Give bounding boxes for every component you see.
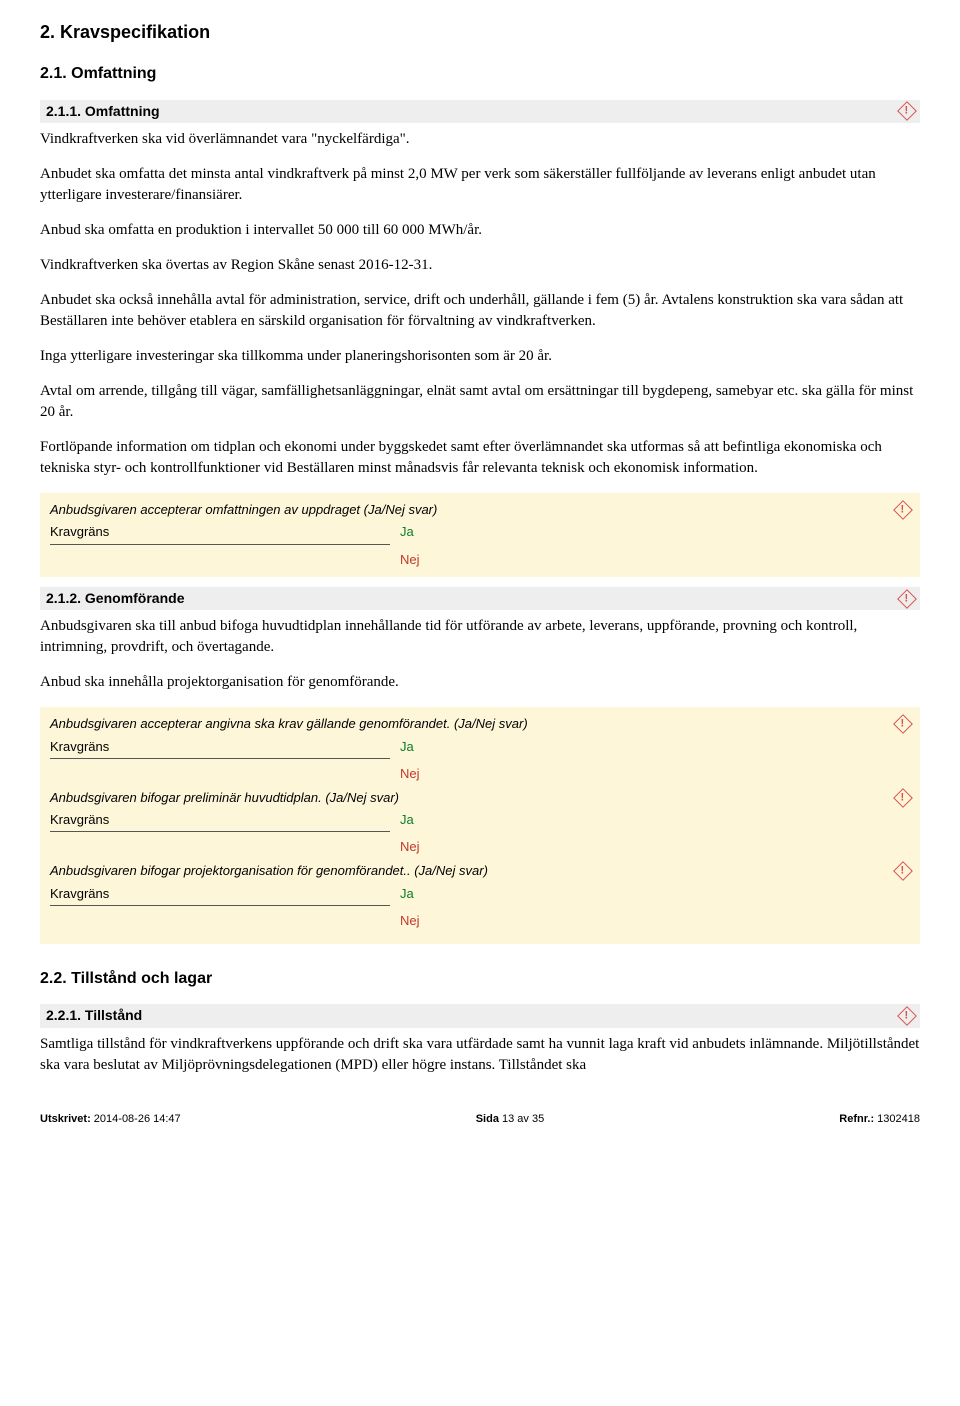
- section-body-221: Samtliga tillstånd för vindkraftverkens …: [40, 1034, 920, 1076]
- alert-icon: [897, 101, 917, 121]
- requirement-question: Anbudsgivaren accepterar angivna ska kra…: [50, 715, 910, 733]
- requirement-row: Kravgräns Ja: [50, 738, 910, 759]
- requirement-block: Anbudsgivaren bifogar preliminär huvudti…: [50, 789, 910, 857]
- answer-ja: Ja: [400, 811, 414, 829]
- paragraph: Fortlöpande information om tidplan och e…: [40, 437, 920, 479]
- paragraph: Anbud ska innehålla projektorganisation …: [40, 672, 920, 693]
- section-bar-221: 2.2.1. Tillstånd: [40, 1004, 920, 1028]
- heading-kravspec: 2. Kravspecifikation: [40, 20, 920, 45]
- paragraph: Anbudet ska omfatta det minsta antal vin…: [40, 164, 920, 206]
- paragraph: Vindkraftverken ska vid överlämnandet va…: [40, 129, 920, 150]
- paragraph: Samtliga tillstånd för vindkraftverkens …: [40, 1034, 920, 1076]
- answer-nej: Nej: [400, 545, 910, 569]
- requirement-block: Anbudsgivaren bifogar projektorganisatio…: [50, 862, 910, 930]
- answer-ja: Ja: [400, 523, 414, 541]
- requirement-row: Kravgräns Ja: [50, 523, 910, 544]
- heading-omfattning: 2.1. Omfattning: [40, 63, 920, 85]
- requirement-block: Anbudsgivaren accepterar angivna ska kra…: [50, 715, 910, 783]
- paragraph: Anbudsgivaren ska till anbud bifoga huvu…: [40, 616, 920, 658]
- footer-printed: Utskrivet: 2014-08-26 14:47: [40, 1112, 181, 1127]
- requirement-box-212: Anbudsgivaren accepterar angivna ska kra…: [40, 707, 920, 944]
- paragraph: Vindkraftverken ska övertas av Region Sk…: [40, 255, 920, 276]
- requirement-question: Anbudsgivaren bifogar projektorganisatio…: [50, 862, 910, 880]
- alert-icon: [897, 589, 917, 609]
- kravgrans-label: Kravgräns: [50, 885, 390, 906]
- requirement-row: Kravgräns Ja: [50, 811, 910, 832]
- kravgrans-label: Kravgräns: [50, 523, 390, 544]
- answer-ja: Ja: [400, 885, 414, 903]
- section-body-211: Vindkraftverken ska vid överlämnandet va…: [40, 129, 920, 479]
- answer-nej: Nej: [400, 906, 910, 930]
- requirement-box-211: Anbudsgivaren accepterar omfattningen av…: [40, 493, 920, 577]
- requirement-row: Kravgräns Ja: [50, 885, 910, 906]
- section-title-212: 2.1.2. Genomförande: [46, 589, 900, 609]
- requirement-question: Anbudsgivaren accepterar omfattningen av…: [50, 501, 910, 519]
- section-title-221: 2.2.1. Tillstånd: [46, 1006, 900, 1026]
- kravgrans-label: Kravgräns: [50, 811, 390, 832]
- footer-refnr: Refnr.: 1302418: [839, 1112, 920, 1127]
- page-footer: Utskrivet: 2014-08-26 14:47 Sida 13 av 3…: [40, 1106, 920, 1127]
- paragraph: Inga ytterligare investeringar ska tillk…: [40, 346, 920, 367]
- paragraph: Anbud ska omfatta en produktion i interv…: [40, 220, 920, 241]
- requirement-question: Anbudsgivaren bifogar preliminär huvudti…: [50, 789, 910, 807]
- answer-nej: Nej: [400, 759, 910, 783]
- section-bar-211: 2.1.1. Omfattning: [40, 100, 920, 124]
- footer-page: Sida 13 av 35: [476, 1112, 545, 1127]
- kravgrans-label: Kravgräns: [50, 738, 390, 759]
- answer-nej: Nej: [400, 832, 910, 856]
- answer-ja: Ja: [400, 738, 414, 756]
- paragraph: Anbudet ska också innehålla avtal för ad…: [40, 290, 920, 332]
- section-bar-212: 2.1.2. Genomförande: [40, 587, 920, 611]
- paragraph: Avtal om arrende, tillgång till vägar, s…: [40, 381, 920, 423]
- alert-icon: [897, 1006, 917, 1026]
- heading-tillstand: 2.2. Tillstånd och lagar: [40, 968, 920, 990]
- section-body-212: Anbudsgivaren ska till anbud bifoga huvu…: [40, 616, 920, 693]
- section-title-211: 2.1.1. Omfattning: [46, 102, 900, 122]
